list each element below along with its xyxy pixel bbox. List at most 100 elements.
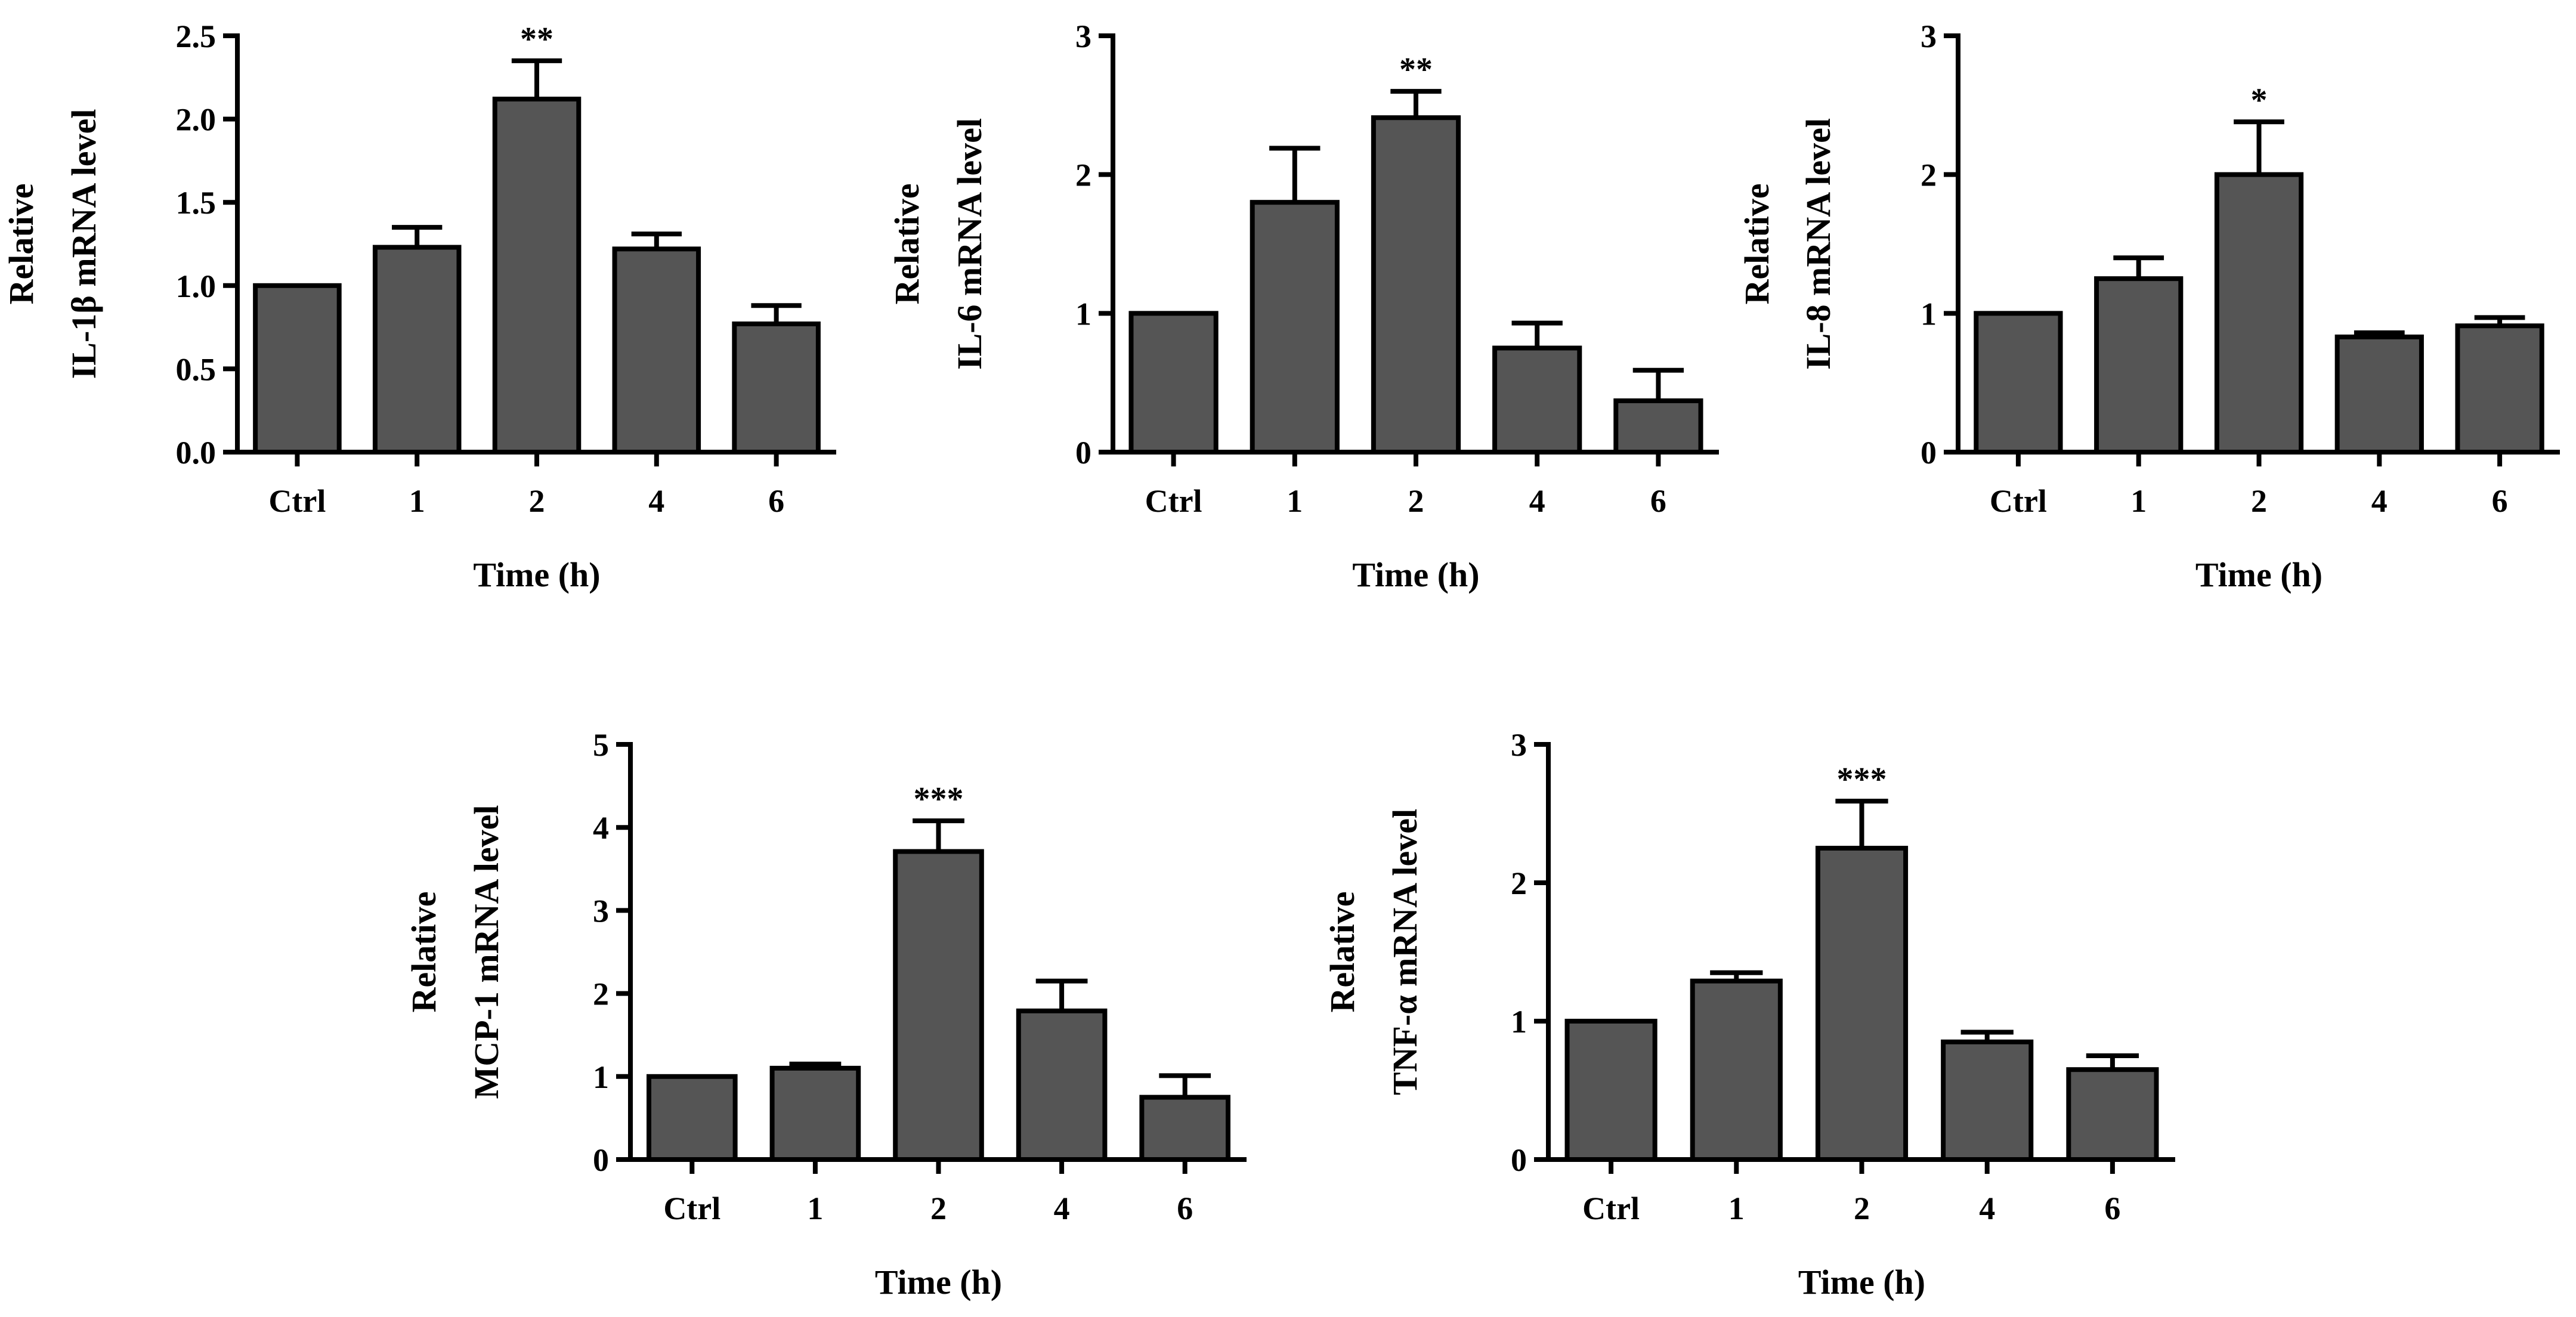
x-axis-label: Time (h)	[1352, 555, 1479, 594]
x-axis-label: Time (h)	[1798, 1263, 1925, 1301]
y-tick-label: 0	[1075, 435, 1091, 471]
chart-panel-5: *** 0 1 2 3 Ctrl 1 2 4 6 Time (h) Relative TNF-α mRN…	[1323, 727, 2175, 1301]
y-tick-label: 2.0	[176, 102, 217, 138]
x-tick-label: 6	[2104, 1191, 2120, 1226]
significance-marker: **	[520, 21, 553, 58]
y-tick-label: 2	[1511, 865, 1527, 901]
y-tick-label: 2.5	[176, 18, 217, 54]
x-tick-label: 2	[2251, 483, 2267, 519]
x-tick-label: 4	[1529, 483, 1545, 519]
bar	[492, 97, 582, 455]
bar	[1613, 398, 1703, 455]
y-tick-label: 1.0	[176, 268, 217, 304]
bar	[2066, 1067, 2159, 1162]
y-tick-label: 0	[593, 1142, 609, 1178]
y-tick-label: 1	[593, 1059, 609, 1095]
bar	[2455, 323, 2544, 455]
y-tick-label: 2	[1921, 157, 1937, 193]
y-tick-label: 0	[1511, 1142, 1527, 1178]
bar	[1690, 978, 1783, 1162]
x-axis-label: Time (h)	[875, 1263, 1002, 1301]
bar	[1564, 1019, 1657, 1162]
significance-marker: **	[1399, 51, 1433, 88]
y-tick-label: 1.5	[176, 185, 217, 221]
y-axis-label: IL-8 mRNA level	[1799, 118, 1838, 370]
chart-panel-3: * 0 1 2 3 Ctrl 1 2 4 6 Time (h) Relative IL-8 mRNA l…	[1737, 18, 2560, 594]
x-axis-label: Time (h)	[2195, 555, 2323, 594]
bar	[1815, 846, 1909, 1162]
y-axis-label: Relative	[2, 184, 41, 305]
x-tick-label: 2	[930, 1191, 947, 1226]
y-tick-label: 2	[593, 976, 609, 1012]
x-tick-label: 1	[2130, 483, 2147, 519]
bar	[612, 246, 701, 455]
x-tick-label: Ctrl	[268, 483, 326, 519]
bar	[1128, 311, 1219, 455]
y-axis-label: Relative	[1323, 892, 1362, 1013]
y-tick-label: 2	[1075, 157, 1091, 193]
y-axis-label: Relative	[887, 184, 926, 305]
y-axis-label: MCP-1 mRNA level	[467, 805, 506, 1099]
y-tick-label: 4	[593, 810, 609, 846]
x-tick-label: Ctrl	[1582, 1191, 1640, 1226]
x-tick-label: Ctrl	[663, 1191, 720, 1226]
y-axis-label: Relative	[404, 892, 443, 1013]
chart-panel-4: *** 0 1 2 3 4 5 Ctrl 1 2 4 6 Time (h) Relative MCP-1 m…	[404, 727, 1247, 1301]
x-tick-label: 1	[1728, 1191, 1745, 1226]
y-tick-label: 0.5	[176, 351, 217, 387]
x-tick-label: 2	[1854, 1191, 1870, 1226]
y-axis-label: IL-1β mRNA level	[64, 109, 103, 379]
x-axis-label: Time (h)	[473, 555, 600, 594]
bar	[1250, 200, 1340, 455]
y-tick-label: 0.0	[176, 435, 217, 471]
y-tick-label: 0	[1921, 435, 1937, 471]
x-tick-label: 6	[1650, 483, 1666, 519]
x-tick-label: 4	[1979, 1191, 1995, 1226]
x-tick-label: 4	[648, 483, 664, 519]
bar	[1139, 1095, 1231, 1162]
bar	[1016, 1008, 1108, 1163]
x-tick-label: 2	[1408, 483, 1424, 519]
y-tick-label: 1	[1075, 296, 1091, 332]
x-tick-label: 6	[1177, 1191, 1193, 1226]
x-tick-label: 4	[2371, 483, 2388, 519]
y-axis-label: IL-6 mRNA level	[950, 118, 989, 370]
y-tick-label: 1	[1921, 296, 1937, 332]
bar	[253, 283, 342, 455]
bar	[646, 1074, 738, 1163]
x-tick-label: 1	[807, 1191, 823, 1226]
bar	[769, 1065, 861, 1162]
x-tick-label: Ctrl	[1145, 483, 1202, 519]
x-tick-label: 1	[409, 483, 425, 519]
y-tick-label: 1	[1511, 1004, 1527, 1040]
significance-marker: ***	[914, 781, 964, 818]
x-tick-label: 1	[1287, 483, 1303, 519]
significance-marker: ***	[1837, 761, 1887, 798]
y-tick-label: 3	[1921, 18, 1937, 54]
chart-panel-2: ** 0 1 2 3 Ctrl 1 2 4 6 Time (h) Relative IL-6 mRNA …	[887, 18, 1719, 594]
x-tick-label: 6	[2492, 483, 2508, 519]
bar	[1974, 311, 2063, 455]
bar	[893, 849, 984, 1162]
bar	[1492, 345, 1582, 455]
y-tick-label: 3	[593, 893, 609, 929]
bar	[732, 321, 821, 455]
bar	[1941, 1039, 2034, 1163]
x-tick-label: 2	[529, 483, 545, 519]
x-tick-label: 4	[1054, 1191, 1070, 1226]
bar	[372, 245, 462, 455]
bar	[2214, 172, 2304, 455]
chart-panel-1: ** 0.0 0.5 1.0 1.5 2.0 2.5 Ctrl 1 2 4 6 Time (h) Rela…	[2, 18, 836, 594]
y-tick-label: 3	[1511, 727, 1527, 763]
y-tick-label: 3	[1075, 18, 1091, 54]
x-tick-label: Ctrl	[1990, 483, 2047, 519]
bar	[1371, 115, 1461, 455]
bar	[2334, 334, 2424, 455]
y-tick-label: 5	[593, 727, 609, 763]
bar	[2094, 276, 2184, 455]
y-axis-label: TNF-α mRNA level	[1386, 809, 1424, 1095]
significance-marker: *	[2251, 82, 2268, 119]
x-tick-label: 6	[768, 483, 784, 519]
y-axis-label: Relative	[1737, 184, 1776, 305]
